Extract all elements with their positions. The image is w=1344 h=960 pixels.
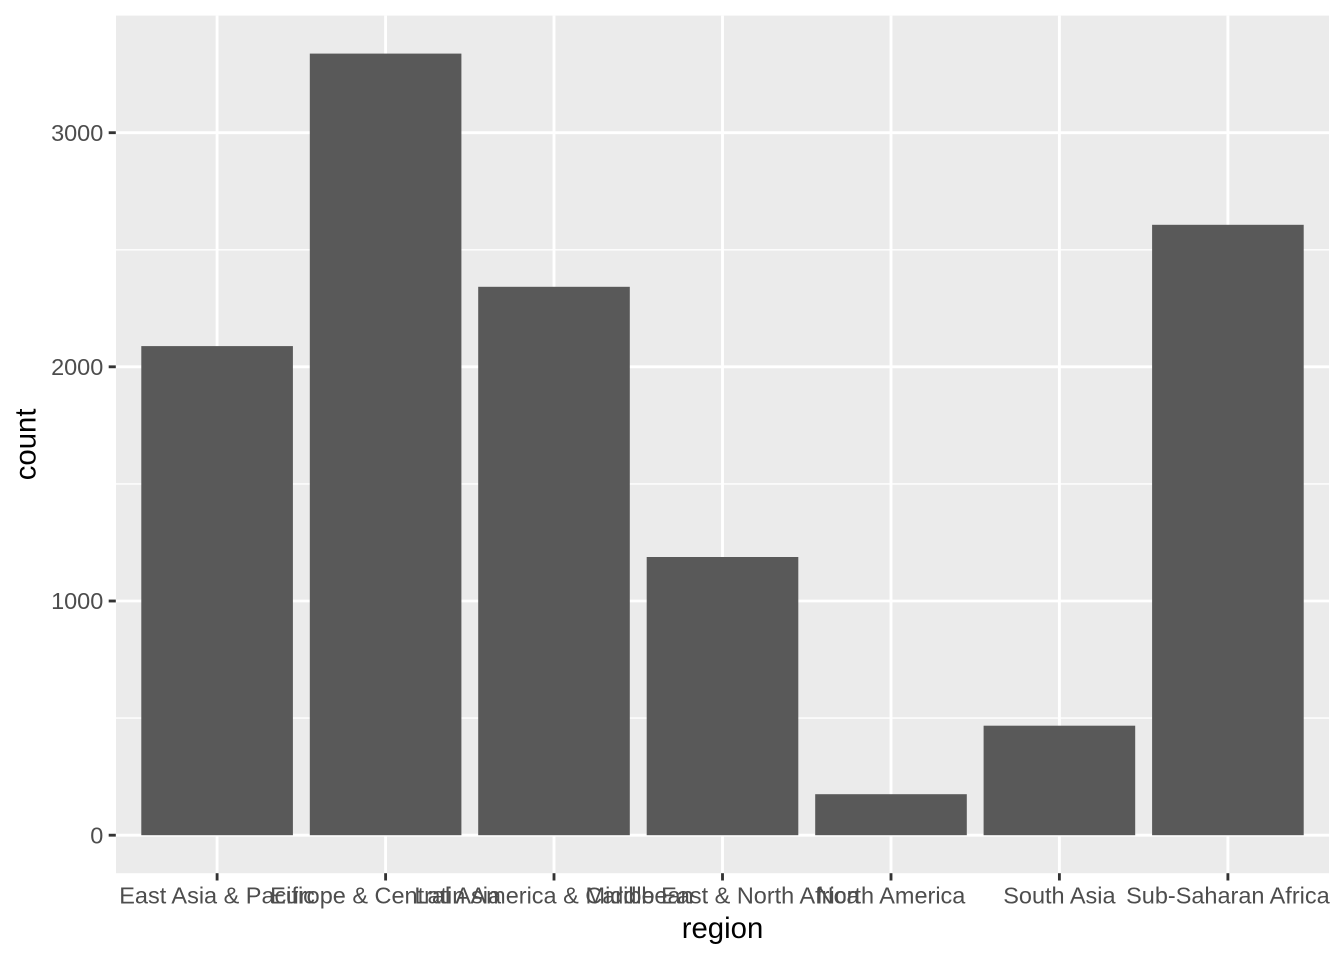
svg-text:Sub-Saharan Africa: Sub-Saharan Africa (1126, 882, 1330, 908)
svg-text:2000: 2000 (51, 354, 103, 380)
svg-text:South Asia: South Asia (1003, 882, 1116, 908)
svg-text:count: count (10, 409, 43, 481)
svg-text:East Asia & Pacific: East Asia & Pacific (119, 882, 315, 908)
svg-text:Europe & Central Asia: Europe & Central Asia (270, 882, 502, 908)
svg-text:0: 0 (90, 822, 103, 848)
svg-text:3000: 3000 (51, 120, 103, 146)
svg-text:1000: 1000 (51, 588, 103, 614)
svg-text:North America: North America (817, 882, 967, 908)
svg-text:Latin America & Caribbean: Latin America & Caribbean (414, 882, 693, 908)
svg-text:Middle East & North Africa: Middle East & North Africa (586, 882, 861, 908)
svg-text:region: region (682, 912, 764, 945)
